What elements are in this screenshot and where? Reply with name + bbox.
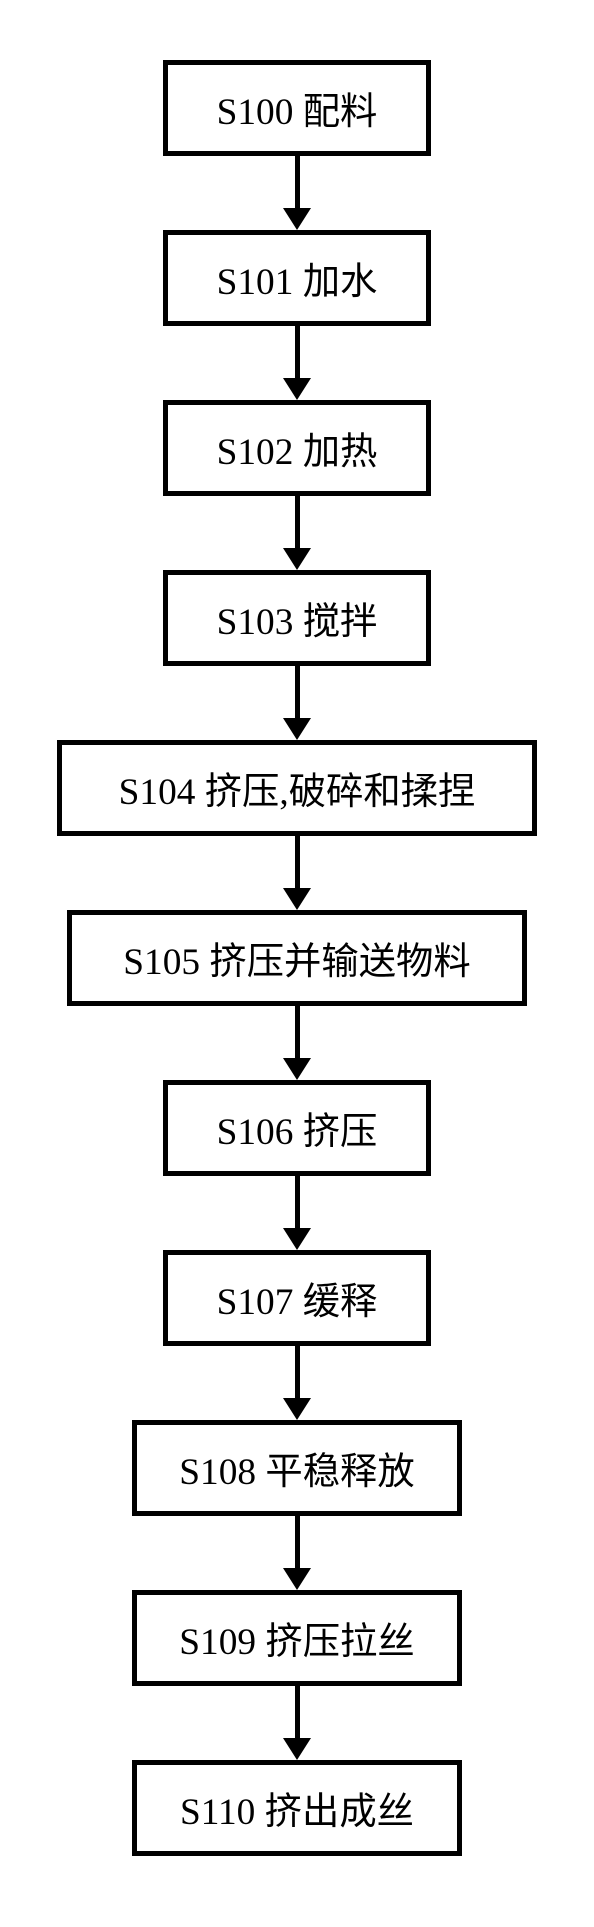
flow-arrow: [283, 1006, 311, 1080]
flow-arrow: [283, 326, 311, 400]
flow-arrow: [283, 1176, 311, 1250]
flow-arrow: [283, 666, 311, 740]
flow-arrow: [283, 836, 311, 910]
flow-node-s106: S106 挤压: [163, 1080, 431, 1176]
flow-arrow: [283, 1516, 311, 1590]
flow-node-label: S106 挤压: [217, 1101, 378, 1155]
arrow-head-icon: [283, 1568, 311, 1590]
arrow-line: [295, 326, 300, 378]
arrow-head-icon: [283, 1058, 311, 1080]
flow-node-label: S104 挤压,破碎和揉捏: [119, 761, 476, 815]
flow-node-label: S105 挤压并输送物料: [123, 931, 470, 985]
flow-node-s110: S110 挤出成丝: [132, 1760, 462, 1856]
arrow-line: [295, 1176, 300, 1228]
arrow-line: [295, 836, 300, 888]
flow-node-s102: S102 加热: [163, 400, 431, 496]
flow-node-label: S100 配料: [217, 81, 378, 135]
arrow-line: [295, 1006, 300, 1058]
arrow-head-icon: [283, 378, 311, 400]
arrow-head-icon: [283, 1738, 311, 1760]
flow-arrow: [283, 1346, 311, 1420]
flowchart-container: S100 配料 S101 加水 S102 加热 S103 搅拌 S104 挤压,破碎和揉…: [57, 60, 537, 1856]
flow-node-s105: S105 挤压并输送物料: [67, 910, 527, 1006]
arrow-head-icon: [283, 208, 311, 230]
flow-arrow: [283, 496, 311, 570]
flow-node-s109: S109 挤压拉丝: [132, 1590, 462, 1686]
arrow-line: [295, 1686, 300, 1738]
flow-node-label: S103 搅拌: [217, 591, 378, 645]
arrow-line: [295, 1346, 300, 1398]
flow-node-s100: S100 配料: [163, 60, 431, 156]
arrow-line: [295, 496, 300, 548]
flow-node-label: S108 平稳释放: [179, 1441, 414, 1495]
arrow-head-icon: [283, 1228, 311, 1250]
arrow-line: [295, 1516, 300, 1568]
arrow-head-icon: [283, 1398, 311, 1420]
flow-node-s108: S108 平稳释放: [132, 1420, 462, 1516]
flow-node-label: S109 挤压拉丝: [179, 1611, 414, 1665]
flow-node-label: S101 加水: [217, 251, 378, 305]
flow-arrow: [283, 1686, 311, 1760]
flow-arrow: [283, 156, 311, 230]
flow-node-label: S107 缓释: [217, 1271, 378, 1325]
flow-node-s104: S104 挤压,破碎和揉捏: [57, 740, 537, 836]
flow-node-s103: S103 搅拌: [163, 570, 431, 666]
arrow-line: [295, 156, 300, 208]
arrow-head-icon: [283, 548, 311, 570]
flow-node-s101: S101 加水: [163, 230, 431, 326]
arrow-head-icon: [283, 888, 311, 910]
flow-node-label: S110 挤出成丝: [180, 1781, 414, 1835]
arrow-line: [295, 666, 300, 718]
flow-node-s107: S107 缓释: [163, 1250, 431, 1346]
arrow-head-icon: [283, 718, 311, 740]
flow-node-label: S102 加热: [217, 421, 378, 475]
